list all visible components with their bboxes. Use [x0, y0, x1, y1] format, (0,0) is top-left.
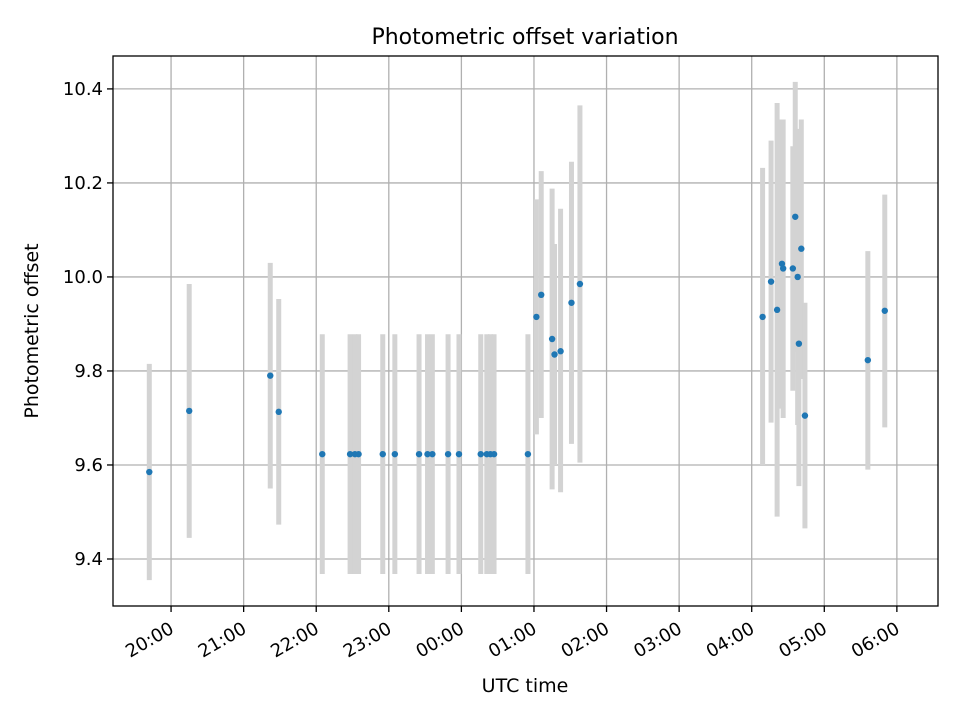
data-point	[319, 450, 326, 458]
data-point	[864, 356, 872, 364]
data-point	[767, 278, 775, 285]
data-point	[455, 450, 463, 458]
data-point	[551, 351, 558, 358]
data-point	[801, 412, 809, 419]
data-point	[773, 306, 781, 314]
data-point	[444, 450, 452, 458]
data-point	[798, 245, 805, 252]
data-point	[568, 299, 575, 306]
y-axis-ticks: 9.4 9.6 9.8 10.0 10.2 10.4	[63, 79, 113, 570]
data-point	[789, 265, 797, 272]
data-point	[477, 450, 484, 458]
data-point	[429, 450, 436, 458]
data-point	[424, 450, 431, 458]
y-tick-label: 9.6	[74, 455, 103, 476]
data-point	[186, 407, 193, 415]
data-point	[379, 450, 386, 458]
data-point	[759, 313, 766, 321]
data-point	[275, 408, 282, 416]
data-point	[355, 450, 362, 458]
data-point	[146, 468, 153, 476]
y-tick-label: 9.8	[74, 361, 103, 382]
chart-title: Photometric offset variation	[371, 25, 678, 50]
data-point	[267, 372, 274, 379]
data-point	[557, 348, 564, 355]
data-point	[538, 291, 545, 299]
data-point	[346, 450, 354, 458]
data-point	[881, 307, 888, 314]
data-point	[548, 335, 556, 343]
data-point	[795, 340, 803, 347]
x-axis-label: UTC time	[482, 675, 569, 697]
data-point	[792, 213, 799, 220]
data-point	[415, 450, 423, 458]
data-point	[524, 450, 532, 458]
y-axis-label: Photometric offset	[21, 243, 43, 418]
data-point	[779, 265, 787, 272]
data-point	[533, 313, 540, 321]
data-point	[794, 273, 801, 281]
y-tick-label: 10.4	[63, 79, 103, 100]
data-point	[576, 280, 584, 288]
data-points	[146, 213, 888, 476]
y-tick-label: 10.2	[63, 173, 103, 194]
plot-frame	[112, 55, 939, 607]
y-tick-label: 9.4	[74, 549, 103, 570]
data-point	[490, 450, 498, 458]
data-point	[391, 450, 399, 458]
y-tick-label: 10.0	[63, 267, 103, 288]
